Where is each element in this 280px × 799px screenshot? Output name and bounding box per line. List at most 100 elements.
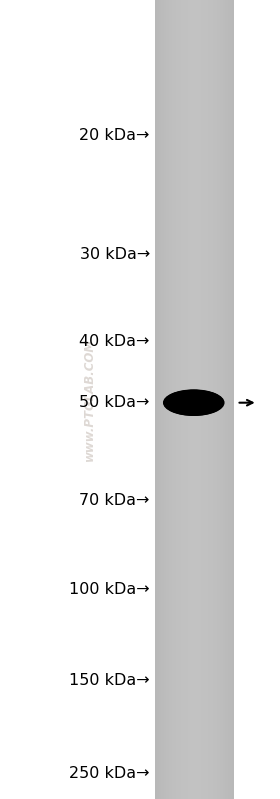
Bar	[181, 0, 182, 799]
Bar	[155, 599, 234, 602]
Bar	[155, 737, 234, 741]
Bar	[155, 570, 234, 573]
Ellipse shape	[176, 396, 211, 410]
Bar	[155, 565, 234, 567]
Bar	[155, 773, 234, 775]
Bar	[155, 101, 234, 104]
Bar	[169, 0, 170, 799]
Ellipse shape	[172, 393, 216, 412]
Bar	[155, 706, 234, 709]
Bar	[155, 125, 234, 128]
Ellipse shape	[166, 391, 221, 415]
Bar	[156, 0, 157, 799]
Bar	[155, 296, 234, 298]
Bar	[206, 0, 207, 799]
Bar	[155, 274, 234, 277]
Text: 50 kDa→: 50 kDa→	[80, 396, 150, 410]
Bar	[155, 306, 234, 309]
Bar	[155, 453, 234, 455]
Bar	[191, 0, 192, 799]
Text: 40 kDa→: 40 kDa→	[80, 335, 150, 349]
Bar	[175, 0, 176, 799]
Bar	[155, 605, 234, 607]
Bar	[155, 631, 234, 634]
Bar	[155, 509, 234, 511]
Text: 100 kDa→: 100 kDa→	[69, 582, 150, 597]
Bar	[155, 152, 234, 154]
Bar	[155, 386, 234, 389]
Bar	[155, 613, 234, 615]
Bar	[155, 682, 234, 685]
Bar	[194, 0, 195, 799]
Bar	[155, 485, 234, 487]
Bar	[155, 765, 234, 767]
Text: 30 kDa→: 30 kDa→	[80, 247, 150, 261]
Bar	[155, 525, 234, 527]
Bar	[155, 58, 234, 62]
Ellipse shape	[176, 395, 212, 411]
Bar	[155, 149, 234, 152]
Bar	[155, 775, 234, 777]
Bar	[155, 157, 234, 160]
Bar	[155, 90, 234, 93]
Bar	[155, 18, 234, 22]
Bar	[225, 0, 226, 799]
Ellipse shape	[168, 392, 219, 414]
Bar	[155, 753, 234, 757]
Bar	[164, 0, 165, 799]
Bar	[155, 128, 234, 130]
Bar	[155, 781, 234, 783]
Bar	[155, 62, 234, 64]
Bar	[155, 277, 234, 280]
Bar	[155, 154, 234, 157]
Ellipse shape	[175, 395, 212, 411]
Bar	[155, 344, 234, 346]
Ellipse shape	[183, 398, 204, 407]
Bar	[183, 0, 184, 799]
Bar	[230, 0, 231, 799]
Bar	[155, 80, 234, 82]
Bar	[155, 168, 234, 170]
Bar	[155, 381, 234, 384]
Bar	[155, 176, 234, 178]
Bar	[155, 698, 234, 701]
Bar	[165, 0, 166, 799]
Bar	[155, 402, 234, 405]
Bar	[155, 194, 234, 197]
Ellipse shape	[182, 398, 205, 407]
Bar	[161, 0, 162, 799]
Bar	[155, 336, 234, 338]
Bar	[155, 394, 234, 397]
Bar	[155, 661, 234, 663]
Bar	[155, 578, 234, 581]
Bar	[155, 741, 234, 743]
Ellipse shape	[170, 392, 218, 413]
Bar	[155, 392, 234, 394]
Bar	[221, 0, 222, 799]
Bar	[155, 285, 234, 288]
Bar	[155, 70, 234, 72]
Bar	[155, 88, 234, 90]
Bar	[155, 368, 234, 370]
Bar	[155, 437, 234, 439]
Bar	[190, 0, 191, 799]
Bar	[213, 0, 214, 799]
Bar	[155, 511, 234, 514]
Bar	[155, 389, 234, 392]
Bar	[155, 709, 234, 711]
Bar	[155, 221, 234, 224]
Bar	[155, 162, 234, 165]
Bar	[155, 546, 234, 549]
Bar	[155, 144, 234, 146]
Bar	[155, 224, 234, 226]
Bar	[222, 0, 223, 799]
Bar	[155, 634, 234, 637]
Bar	[155, 450, 234, 453]
Bar	[155, 256, 234, 258]
Bar	[195, 0, 197, 799]
Bar	[155, 34, 234, 38]
Bar	[155, 506, 234, 509]
Bar	[231, 0, 232, 799]
Bar	[155, 218, 234, 221]
Bar	[155, 85, 234, 88]
